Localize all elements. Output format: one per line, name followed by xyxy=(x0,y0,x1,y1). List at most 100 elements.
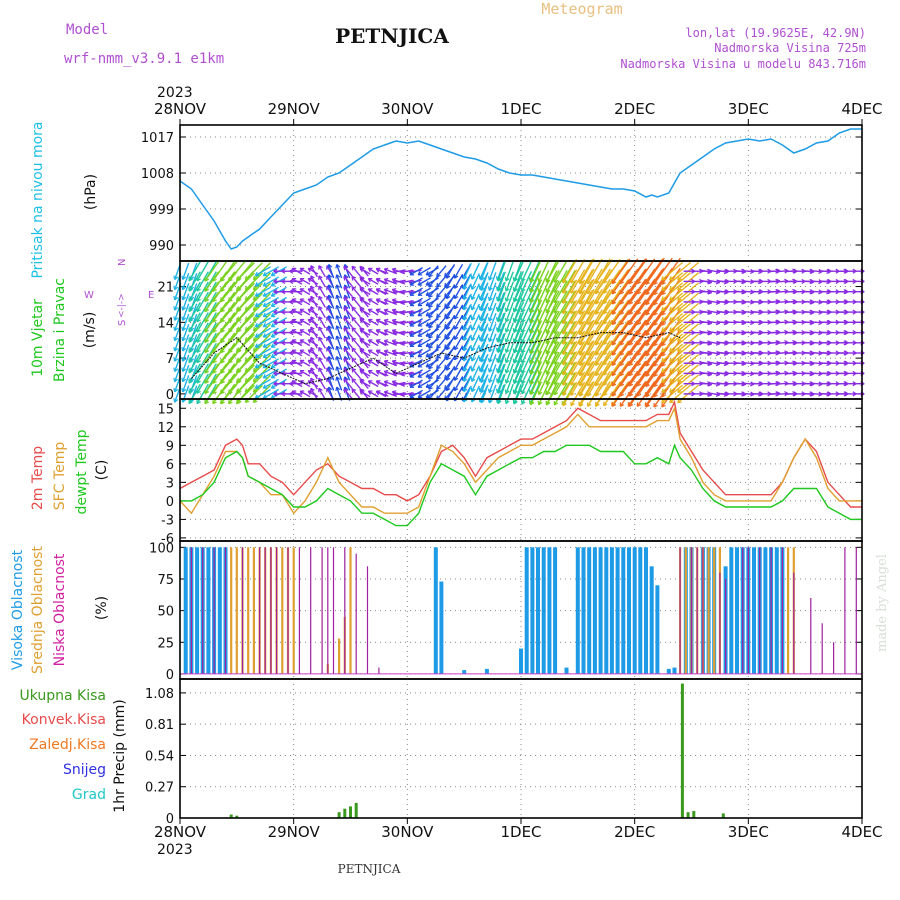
wind-barb-head xyxy=(579,311,584,315)
wind-barb-head xyxy=(359,360,363,365)
wind-barb xyxy=(496,313,505,332)
wind-barb xyxy=(570,381,586,407)
wind-barb-head xyxy=(776,278,781,282)
wind-barb xyxy=(254,276,271,287)
wind-barb-head xyxy=(174,307,179,311)
wind-barb-head xyxy=(488,338,493,343)
wind-barb-head xyxy=(496,358,499,363)
wind-barb xyxy=(669,302,692,322)
wind-barb-head xyxy=(512,287,515,292)
y-tick-label: 999 xyxy=(149,203,174,218)
wind-barb xyxy=(802,382,815,385)
y-tick-label: 0.27 xyxy=(145,781,174,796)
wind-barb xyxy=(768,351,781,355)
wind-barb-head xyxy=(174,276,179,280)
wind-barb-head xyxy=(645,302,650,306)
low-cloud-bar xyxy=(241,547,244,674)
wind-barb-head xyxy=(281,321,286,325)
wind-barb xyxy=(351,347,361,359)
coords-label: lon,lat (19.9625E, 42.9N) xyxy=(685,26,866,40)
wind-barb xyxy=(661,261,684,281)
wind-barb xyxy=(521,352,533,374)
wind-barb xyxy=(299,318,311,326)
wind-barb xyxy=(562,310,578,335)
wind-barb xyxy=(368,277,379,285)
wind-barb-head xyxy=(335,386,338,392)
wind-barb-head xyxy=(212,299,217,303)
wind-barb xyxy=(445,345,456,361)
wind-barb-head xyxy=(307,339,311,344)
wind-barb-head xyxy=(488,297,493,302)
wind-barb xyxy=(343,296,353,308)
wind-barb-head xyxy=(383,319,388,324)
high-cloud-bar xyxy=(541,547,546,674)
wind-barb-head xyxy=(637,393,642,397)
wind-barb-head xyxy=(554,371,559,375)
wind-barb xyxy=(310,265,318,278)
wind-barb-head xyxy=(653,353,658,357)
wind-barb xyxy=(553,331,568,355)
wind-barb-head xyxy=(281,270,286,274)
wind-barb xyxy=(570,371,586,396)
wind-barb-head xyxy=(513,360,518,364)
wind-barb xyxy=(570,259,586,284)
low-cloud-bar xyxy=(378,667,380,674)
wind-barb xyxy=(802,270,815,273)
wind-barb xyxy=(244,313,263,332)
wind-barb-head xyxy=(253,308,258,311)
wind-barb-head xyxy=(196,339,201,343)
wind-barb xyxy=(318,306,326,319)
wind-barb-head xyxy=(188,278,193,282)
wind-barb xyxy=(196,322,209,343)
high-cloud-bar xyxy=(530,547,535,674)
wind-barb-head xyxy=(182,276,187,280)
wind-barb-head xyxy=(400,282,406,285)
wind-barb-head xyxy=(307,278,311,283)
wind-barb xyxy=(307,349,319,357)
wind-barb-head xyxy=(595,321,600,325)
wind-barb xyxy=(513,352,525,374)
wind-barb-head xyxy=(182,378,187,383)
wind-barb-head xyxy=(343,358,346,363)
wind-barb-head xyxy=(546,402,551,406)
wind-barb xyxy=(553,372,568,396)
wind-barb xyxy=(368,298,379,306)
wind-barb xyxy=(254,378,271,389)
wind-barb xyxy=(471,334,480,352)
wind-barb-head xyxy=(392,312,398,316)
wind-barb-head xyxy=(236,401,241,405)
wind-barb-head xyxy=(351,266,354,271)
wind-barb xyxy=(669,374,692,393)
wind-barb xyxy=(587,319,603,346)
high-cloud-bar xyxy=(615,547,620,674)
wind-barb-head xyxy=(546,290,551,294)
wind-barb xyxy=(480,292,489,312)
wind-barb-head xyxy=(220,309,225,313)
wind-barb-head xyxy=(237,349,242,352)
wind-barb-head xyxy=(392,384,398,387)
wind-barb-head xyxy=(204,370,209,374)
wind-barb-head xyxy=(529,278,532,283)
wind-barb xyxy=(445,315,456,330)
wind-barb-head xyxy=(273,352,278,356)
wind-barb xyxy=(619,258,639,285)
wind-barb-head xyxy=(375,340,380,345)
wind-barb xyxy=(343,347,353,359)
wind-barb-head xyxy=(343,388,346,393)
wind-barb-head xyxy=(289,372,294,377)
precip-bar xyxy=(235,815,239,818)
wind-barb-head xyxy=(182,327,187,332)
wind-barb xyxy=(611,258,631,285)
wind-barb-head xyxy=(603,403,608,407)
wind-barb xyxy=(538,372,550,395)
wind-barb-head xyxy=(335,294,338,300)
wind-barb-head xyxy=(228,289,233,292)
wind-barb xyxy=(505,353,514,374)
wind-barb-head xyxy=(236,320,241,323)
wind-barb-head xyxy=(400,374,406,377)
wind-barb-head xyxy=(289,332,294,336)
wind-barb-head xyxy=(587,281,592,285)
wind-barb-head xyxy=(463,307,468,311)
wind-barb-head xyxy=(228,320,233,323)
wind-barb-head xyxy=(307,349,311,354)
